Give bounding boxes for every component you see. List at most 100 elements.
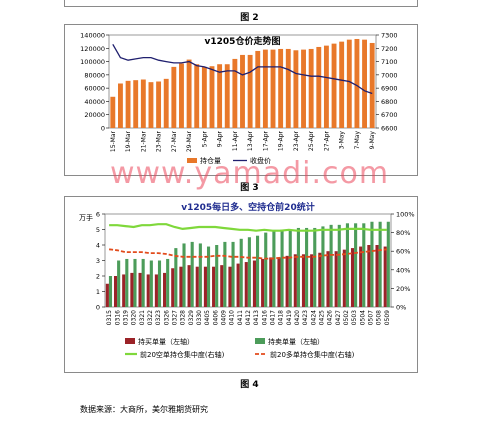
chart2-x-tick-label: 0420 (294, 310, 301, 325)
chart2-x-tick-label: 0405 (204, 310, 211, 325)
chart1-bar-oi (171, 66, 177, 128)
chart2-bar-sell (198, 243, 202, 307)
chart2-x-tick-label: 0416 (261, 310, 268, 325)
chart1-left-tick-label: 80000 (84, 71, 105, 79)
chart2-x-tick-label: 0419 (286, 310, 293, 325)
chart2-frame: v1205每日多、空持仓前20统计 万手 0 1 2 3 4 5 6 0% 20% 40% 60% 80%… (64, 196, 418, 373)
chart2-bar-buy (326, 251, 330, 307)
chart1-left-tick-label: 120000 (80, 45, 105, 53)
chart2-bar-sell (386, 221, 390, 307)
source-note: 数据来源：大商所，美尔雅期货研究 (80, 405, 208, 414)
chart2-bar-buy (342, 249, 346, 307)
chart1-bar-oi (186, 59, 192, 129)
chart1-x-tick-label: 29-Mar (186, 130, 193, 152)
chart2-bar-sell (231, 241, 235, 307)
chart2-bar-buy (334, 251, 338, 307)
chart1-bar-oi (369, 42, 375, 128)
chart1-bar-oi (179, 63, 184, 128)
chart2-bar-sell (354, 223, 358, 307)
chart1-right-tick-label: 6700 (381, 111, 398, 119)
chart2-bar-buy (203, 266, 207, 307)
chart2-left-tick-label: 4 (96, 242, 100, 250)
chart2-x-tick-label: 0322 (147, 310, 154, 325)
chart2-x-tick-label: 0316 (114, 310, 121, 325)
chart1-legend-label-settle: 收盘价 (250, 156, 271, 165)
chart2-right-tick-label: 100% (396, 211, 415, 219)
chart2-x-tick-label: 0330 (196, 310, 203, 325)
chart2-x-tick-label: 0411 (237, 310, 244, 325)
chart2-x-tick-label: 0315 (106, 310, 113, 325)
chart2-x-tick-label: 0423 (302, 310, 309, 325)
chart2-right-tick-label: 80% (396, 229, 410, 237)
chart2-x-tick-label: 0319 (122, 310, 129, 325)
chart2-legend-label-sell: 持卖单量（左轴） (268, 337, 324, 346)
chart2-bar-buy (122, 274, 126, 307)
chart1-bar-oi (255, 50, 261, 128)
chart2-x-tick-label: 0507 (368, 310, 375, 325)
chart2-bar-buy (301, 254, 306, 307)
chart2-bar-buy (252, 260, 257, 307)
chart1-bar-oi (247, 54, 253, 128)
figure-4-label: 图 4 (240, 380, 259, 390)
chart2-bar-buy (293, 254, 297, 307)
chart2-x-tick-label: 0326 (163, 310, 170, 325)
chart2-left-tick-label: 3 (96, 257, 100, 265)
chart1-right-tick-label: 7000 (381, 71, 398, 79)
chart1-bar-oi (354, 38, 360, 128)
chart1-bar-oi (301, 49, 306, 128)
chart2-bar-buy (359, 246, 363, 307)
chart2-bar-sell (182, 243, 186, 307)
chart1-title: v1205仓价走势图 (205, 35, 281, 47)
chart1-right-tick-label: 7300 (381, 32, 398, 40)
chart1-bar-oi (316, 46, 322, 129)
chart1-bar-oi (331, 43, 337, 128)
chart2-x-tick-label: 0320 (131, 310, 138, 325)
chart1-x-tick-label: 27-Apr (323, 130, 330, 151)
chart2-bar-buy (105, 283, 109, 307)
chart2-x-tick-label: 0413 (253, 310, 260, 325)
chart2-bar-sell (125, 258, 129, 307)
chart1-left-tick-label: 60000 (84, 85, 105, 93)
chart2-x-tick-label: 0508 (376, 310, 383, 325)
chart2-left-tick-label: 5 (96, 226, 100, 234)
chart2-bar-sell (166, 258, 170, 307)
chart2-bar-buy (383, 246, 387, 307)
chart1-bar-oi (118, 83, 123, 128)
chart2-x-tick-label: 0328 (180, 310, 187, 325)
chart1-bar-oi (201, 66, 207, 128)
chart2-bar-sell (264, 232, 268, 307)
chart1-left-tick-label: 40000 (84, 98, 105, 106)
chart2-left-tick-label: 0 (96, 304, 100, 312)
chart1-right-tick-label: 6600 (381, 125, 398, 133)
chart1-x-tick-label: 15-Mar (110, 130, 117, 152)
chart2-bar-buy (163, 272, 167, 307)
chart1-right-tick-label: 6900 (381, 85, 398, 93)
chart1-x-tick-label: 9-Apr (217, 130, 224, 147)
chart1-legend-label-oi: 持仓量 (200, 156, 221, 165)
chart1-x-tick-label: 23-Apr (293, 130, 300, 151)
chart1-bar-oi (163, 78, 169, 128)
chart1-x-tick-label: 7-May (354, 131, 361, 150)
chart1-legend-swatch-oi (187, 158, 197, 163)
chart1-bar-oi (156, 81, 162, 128)
chart2-right-tick-label: 40% (396, 266, 410, 274)
chart2-bar-sell (329, 224, 333, 307)
chart2-x-tick-label: 0323 (155, 310, 162, 325)
chart1-right-tick-label: 7100 (381, 58, 398, 66)
chart1-bar-oi (110, 96, 116, 128)
chart2-x-tick-label: 0329 (188, 310, 195, 325)
chart2-bar-buy (228, 266, 232, 307)
chart1-bar-oi (194, 64, 200, 128)
chart2-bar-sell (280, 229, 284, 307)
chart2-bar-sell (305, 227, 309, 307)
chart2-bar-buy (277, 257, 281, 307)
chart1-x-tick-label: 23-Mar (156, 130, 163, 152)
chart2-bar-sell (296, 227, 300, 307)
chart2-bar-buy (146, 274, 150, 307)
chart1-left-tick-label: 100000 (80, 58, 105, 66)
chart2-bar-buy (195, 266, 199, 307)
chart1-frame: v1205仓价走势图 0 20000 40000 60000 80000 100000 120… (64, 24, 418, 176)
chart1-bar-oi (293, 50, 299, 128)
chart1-x-tick-label: 5-Apr (201, 130, 208, 147)
chart1-bar-oi (232, 58, 238, 128)
